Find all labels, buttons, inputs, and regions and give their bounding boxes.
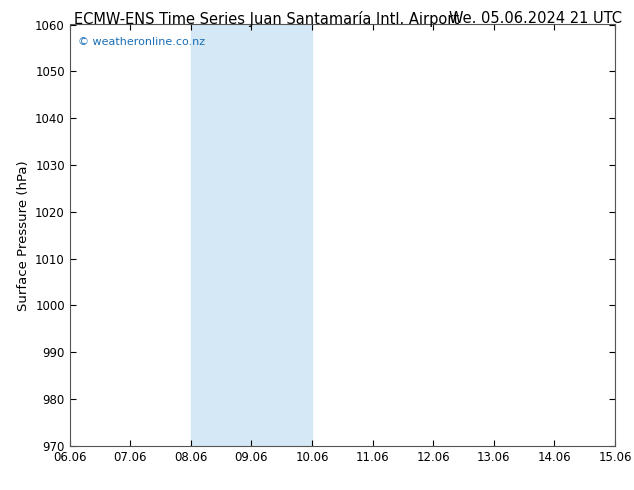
Text: ECMW-ENS Time Series Juan Santamaría Intl. Airport: ECMW-ENS Time Series Juan Santamaría Int…	[74, 11, 459, 27]
Y-axis label: Surface Pressure (hPa): Surface Pressure (hPa)	[16, 160, 30, 311]
Text: © weatheronline.co.nz: © weatheronline.co.nz	[78, 37, 205, 47]
Bar	[615, 24, 634, 446]
Text: We. 05.06.2024 21 UTC: We. 05.06.2024 21 UTC	[450, 11, 622, 26]
Bar	[191, 24, 312, 446]
